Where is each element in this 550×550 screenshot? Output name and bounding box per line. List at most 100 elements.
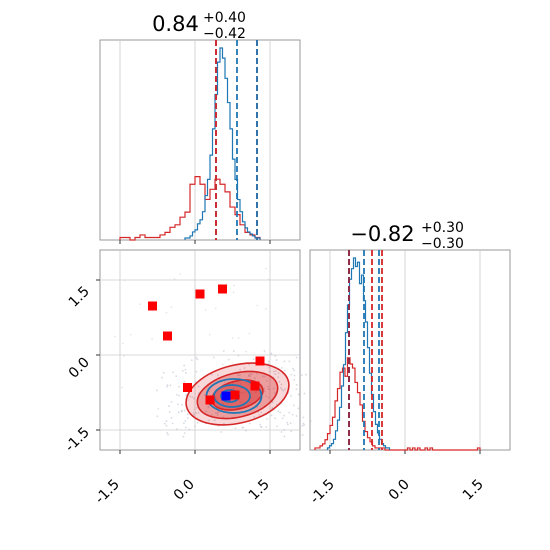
sample-point <box>302 416 305 419</box>
sample-point <box>291 413 294 416</box>
sample-point <box>139 303 142 305</box>
red-marker-1 <box>148 301 157 311</box>
sample-point <box>295 415 298 417</box>
sample-point <box>222 402 225 404</box>
sample-point <box>232 291 235 294</box>
joint-xtick-1: -1.5 <box>92 477 123 508</box>
sample-point <box>157 407 160 410</box>
sample-point <box>191 396 194 399</box>
sample-point <box>177 403 179 406</box>
sample-point <box>179 273 182 275</box>
sample-point <box>183 422 185 425</box>
sample-point <box>274 373 277 376</box>
sample-point <box>248 374 250 377</box>
sample-point <box>263 375 266 378</box>
sample-point <box>281 366 283 369</box>
sample-point <box>171 422 174 425</box>
sample-point <box>258 414 261 416</box>
red-marker-3 <box>195 289 205 299</box>
sample-point <box>249 373 252 376</box>
sample-point <box>279 411 282 414</box>
sample-point <box>193 397 196 400</box>
sample-point <box>184 368 187 371</box>
sample-point <box>175 375 178 377</box>
sample-point <box>194 411 197 414</box>
title-param-1-plus: +0.40 <box>203 10 246 26</box>
sample-point <box>253 416 256 418</box>
sample-point <box>248 422 251 425</box>
sample-point <box>208 390 211 393</box>
sample-point <box>195 370 198 373</box>
sample-point <box>255 372 258 375</box>
sample-point <box>194 381 197 383</box>
sample-point <box>263 387 266 390</box>
red-marker-4 <box>218 284 227 294</box>
top-hist-red <box>119 176 261 241</box>
sample-point <box>267 360 270 363</box>
sample-point <box>213 419 216 422</box>
sample-point <box>232 284 235 287</box>
title-param-2: −0.82 +0.30 −0.30 <box>350 217 469 252</box>
sample-point <box>267 385 269 388</box>
sample-point <box>182 435 185 438</box>
sample-point <box>249 375 252 378</box>
sample-point <box>281 388 283 391</box>
sample-point <box>254 391 257 394</box>
sample-point <box>299 371 301 374</box>
sample-point <box>238 374 241 377</box>
sample-point <box>270 414 273 417</box>
sample-point <box>181 403 184 406</box>
sample-point <box>203 394 206 397</box>
sample-point <box>232 350 235 353</box>
sample-point <box>283 429 286 431</box>
sample-point <box>282 389 285 392</box>
sample-point <box>217 374 219 377</box>
sample-point <box>165 420 168 422</box>
title-param-1: 0.84 +0.40 −0.42 <box>152 7 251 42</box>
sample-point <box>265 426 268 428</box>
sample-point <box>216 412 219 414</box>
sample-point <box>184 426 187 429</box>
sample-point <box>223 422 225 425</box>
sample-point <box>123 355 125 357</box>
sample-point <box>178 394 180 397</box>
sample-point <box>237 337 240 339</box>
sample-point <box>193 413 196 416</box>
sample-point <box>166 385 168 388</box>
sample-point <box>295 383 298 386</box>
sample-point <box>193 408 195 411</box>
sample-point <box>273 391 276 394</box>
sample-point <box>245 429 247 432</box>
sample-point <box>259 425 262 428</box>
sample-point <box>207 405 210 408</box>
sample-point <box>183 409 186 412</box>
sample-point <box>177 411 180 414</box>
sample-point <box>280 431 283 433</box>
sample-point <box>237 354 240 357</box>
title-param-2-plus: +0.30 <box>421 220 464 236</box>
sample-point <box>168 405 170 407</box>
sample-point <box>295 388 298 391</box>
sample-point <box>268 370 271 373</box>
sample-point <box>216 414 219 416</box>
sample-point <box>214 307 217 310</box>
sample-point <box>178 385 180 388</box>
red-marker-6 <box>255 356 265 366</box>
sample-point <box>266 417 268 420</box>
sample-point <box>271 401 274 404</box>
sample-point <box>247 383 250 385</box>
sample-point <box>292 404 295 407</box>
sample-point <box>254 377 256 380</box>
red-marker-9 <box>205 395 215 405</box>
sample-point <box>279 386 282 389</box>
sample-point <box>290 395 293 397</box>
sample-point <box>193 425 196 428</box>
sample-point <box>169 384 172 387</box>
sample-point <box>170 306 173 308</box>
sample-point <box>301 424 304 427</box>
sample-point <box>286 423 289 426</box>
sample-point <box>274 354 277 357</box>
sample-point <box>260 411 263 414</box>
sample-point <box>205 410 208 413</box>
